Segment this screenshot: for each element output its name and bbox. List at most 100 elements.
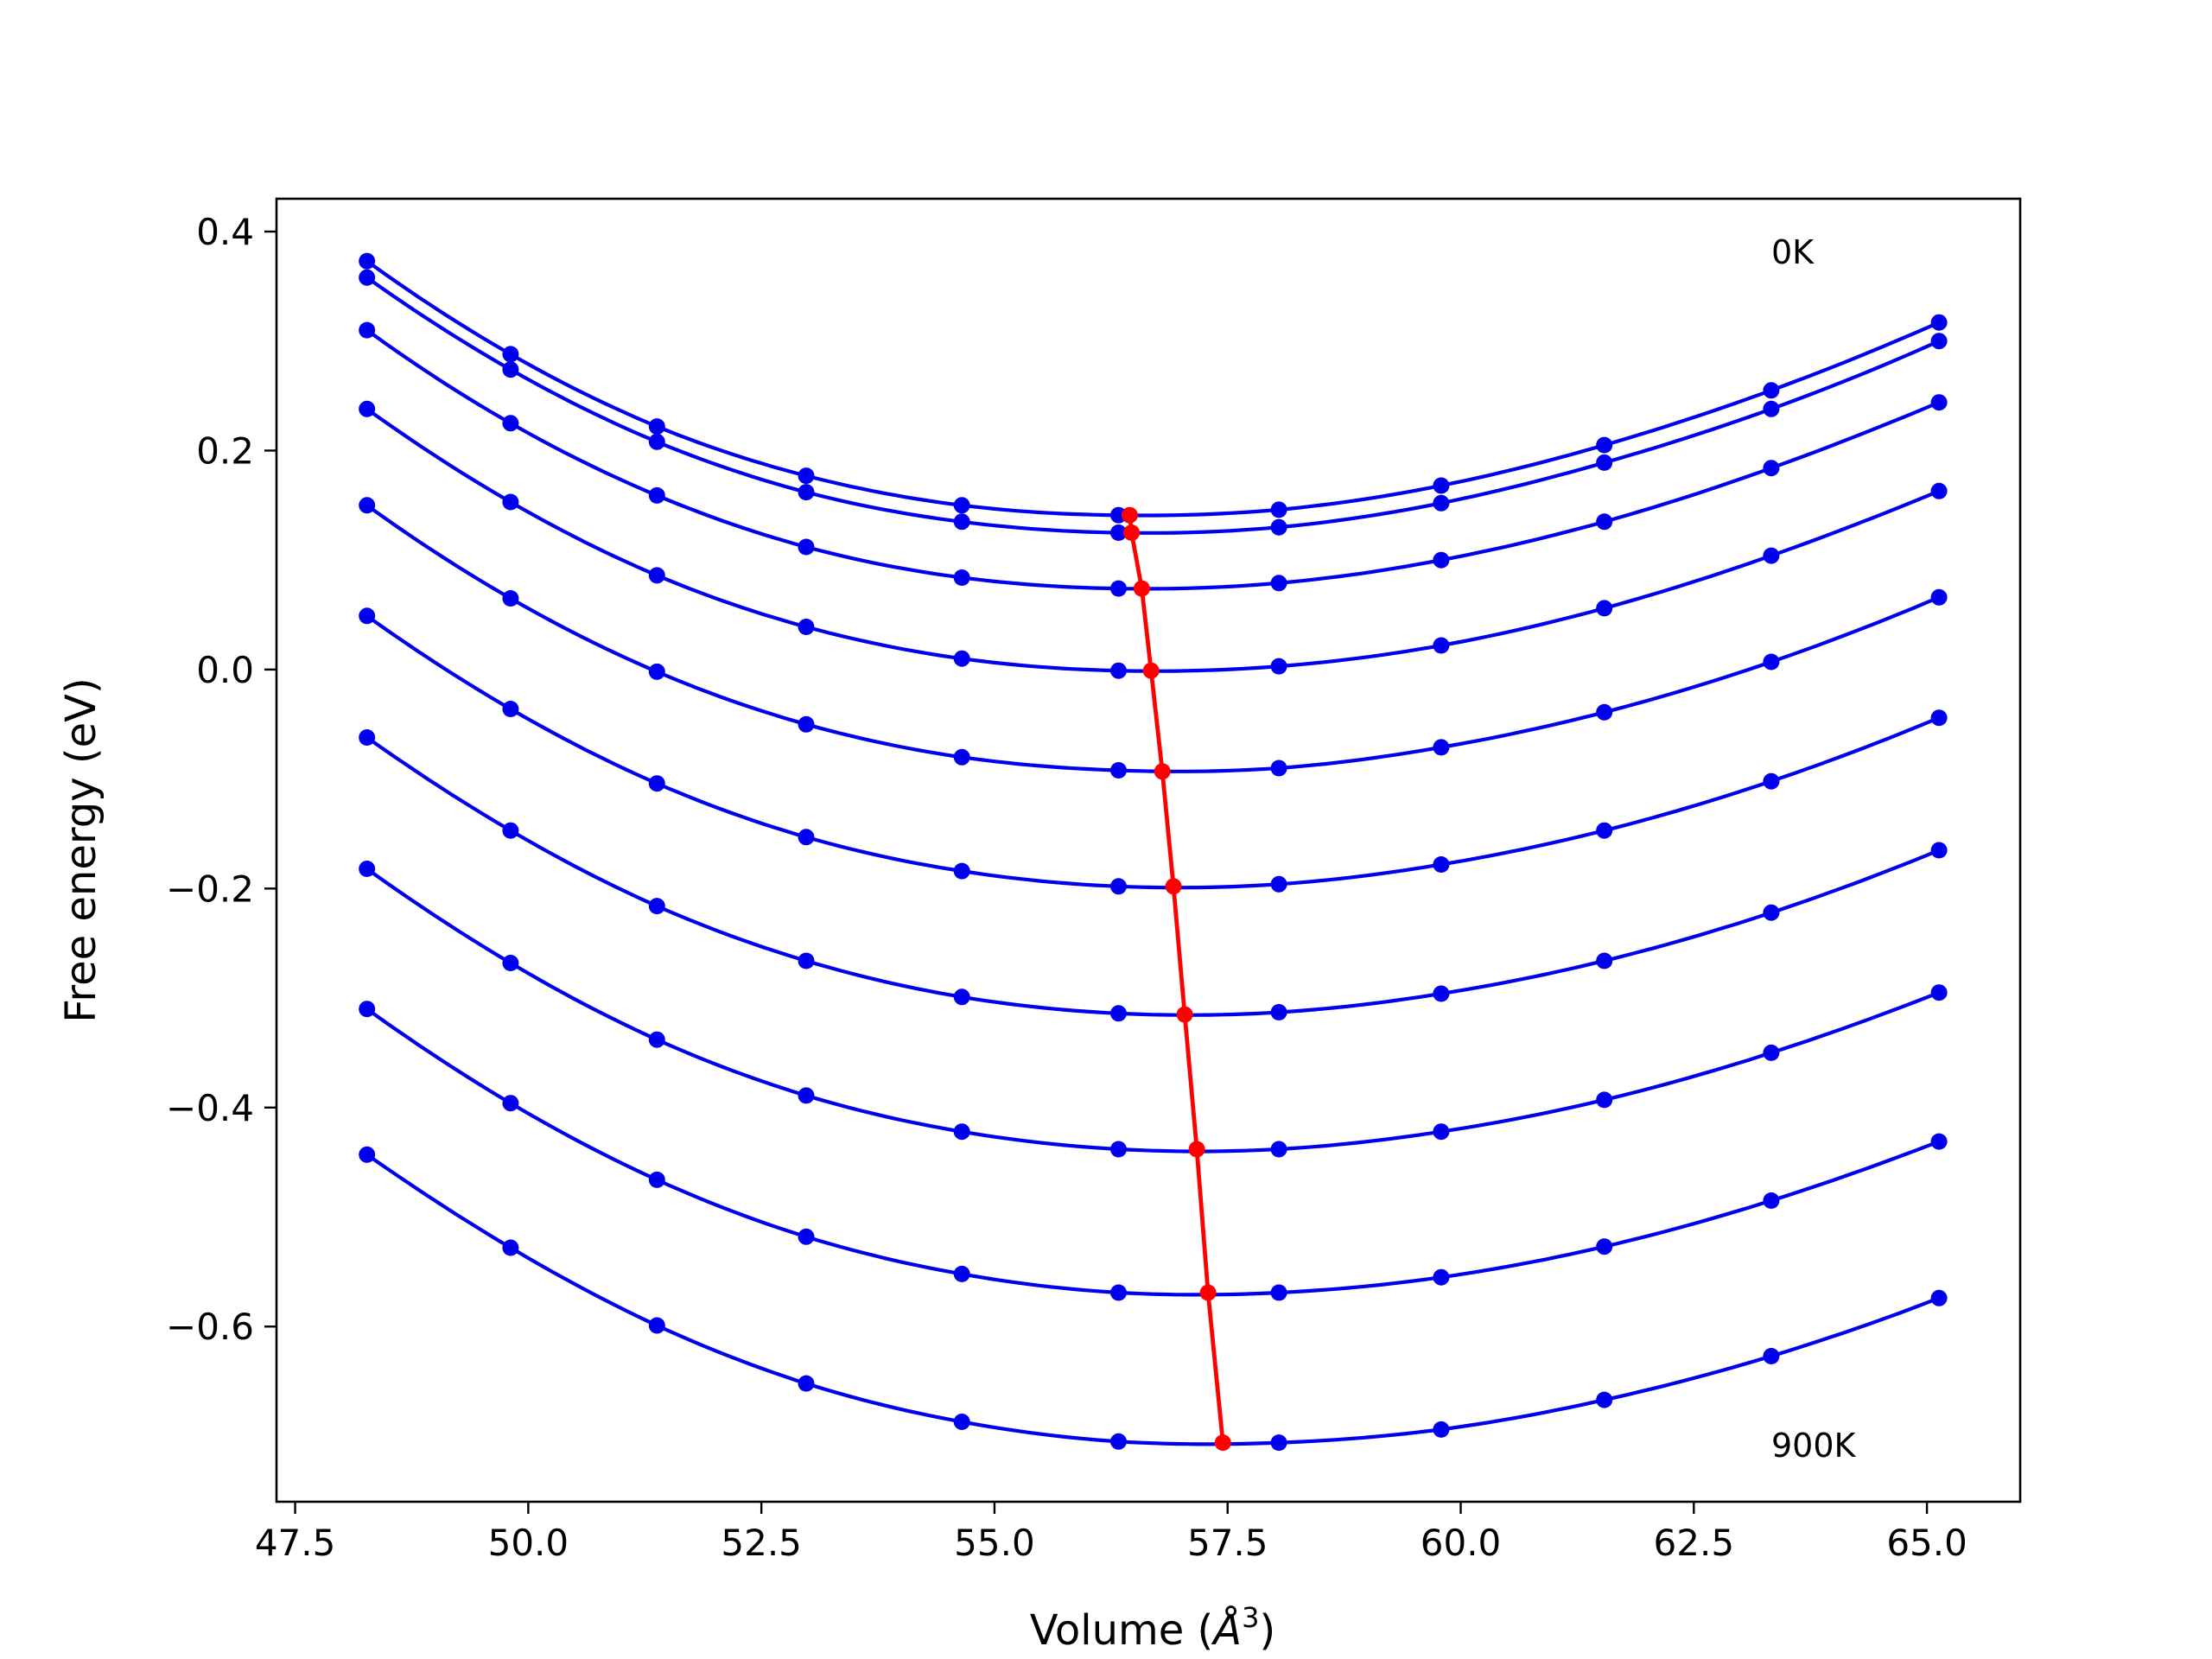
data-point — [1763, 772, 1780, 790]
data-point — [1596, 454, 1613, 471]
data-point — [1110, 662, 1127, 679]
x-axis-label-unit: Å — [1211, 1605, 1242, 1655]
series-6 — [359, 729, 1948, 1022]
y-tick-label: −0.6 — [166, 1306, 254, 1348]
data-point — [1763, 1192, 1780, 1209]
data-point — [648, 433, 665, 450]
data-point — [953, 748, 970, 766]
data-point — [359, 861, 376, 877]
data-point — [1270, 575, 1287, 592]
series-8 — [359, 1001, 1948, 1301]
data-point — [648, 567, 665, 584]
data-point — [1596, 1091, 1613, 1109]
data-point — [953, 988, 970, 1006]
data-point — [953, 569, 970, 586]
data-point — [1596, 600, 1613, 617]
data-point — [502, 361, 519, 378]
data-point — [798, 538, 815, 556]
data-point — [502, 493, 519, 511]
data-point — [953, 497, 970, 514]
y-tick-label: 0.2 — [196, 429, 254, 472]
minimum-point — [1176, 1006, 1193, 1023]
data-point — [1763, 653, 1780, 671]
data-point — [1763, 547, 1780, 564]
x-tick-label: 57.5 — [1187, 1522, 1268, 1564]
y-tick-label: 0.0 — [196, 649, 254, 691]
data-point — [1596, 822, 1613, 839]
data-point — [1930, 709, 1948, 727]
data-point — [1930, 588, 1948, 606]
minimum-point — [1133, 580, 1150, 597]
y-tick-label: 0.4 — [196, 211, 254, 253]
data-point — [953, 513, 970, 531]
data-point — [1110, 762, 1127, 779]
y-axis-label: Free energy (eV) — [57, 677, 105, 1022]
x-tick-label: 52.5 — [721, 1522, 802, 1564]
data-point — [798, 1228, 815, 1245]
minimum-point — [1214, 1434, 1231, 1452]
data-point — [502, 1239, 519, 1256]
data-point — [1930, 482, 1948, 499]
data-point — [1270, 1004, 1287, 1020]
data-point — [953, 862, 970, 880]
data-point — [502, 1095, 519, 1112]
data-point — [648, 898, 665, 915]
data-point — [648, 1171, 665, 1188]
minimum-point — [1154, 763, 1171, 780]
data-point — [1433, 1123, 1450, 1141]
data-point — [798, 484, 815, 501]
x-axis-label: Volume (Å3) — [1030, 1601, 1275, 1655]
data-point — [359, 269, 376, 286]
data-point — [1930, 394, 1948, 411]
data-point — [1110, 1284, 1127, 1301]
x-tick-label: 62.5 — [1654, 1522, 1735, 1564]
data-point — [1763, 382, 1780, 399]
data-point — [359, 497, 376, 514]
data-point — [1110, 1433, 1127, 1450]
data-point — [953, 1265, 970, 1282]
data-point — [1433, 985, 1450, 1002]
data-point — [1433, 494, 1450, 512]
data-point — [1596, 1238, 1613, 1255]
annotation-0k: 0K — [1771, 233, 1815, 271]
series-4 — [359, 497, 1948, 779]
data-point — [798, 467, 815, 485]
series-9 — [359, 1146, 1948, 1452]
data-point — [1270, 875, 1287, 893]
data-point — [1433, 739, 1450, 756]
data-point — [798, 829, 815, 846]
x-tick-label: 50.0 — [488, 1522, 569, 1564]
data-point — [1930, 314, 1948, 331]
data-point — [359, 1001, 376, 1018]
series-2 — [359, 321, 1948, 597]
data-point — [1930, 842, 1948, 859]
minimum-point — [1188, 1141, 1205, 1158]
x-tick-label: 55.0 — [954, 1522, 1035, 1564]
x-axis-label-text: Volume ( — [1030, 1606, 1214, 1655]
data-point — [1596, 1391, 1613, 1408]
minimum-line — [1128, 514, 1225, 1443]
data-point — [1763, 400, 1780, 417]
data-point — [359, 729, 376, 746]
data-point — [1930, 1133, 1948, 1150]
data-point — [502, 415, 519, 432]
data-point — [502, 590, 519, 607]
y-tick-label: −0.2 — [166, 868, 254, 910]
data-point — [359, 607, 376, 625]
data-point — [648, 418, 665, 435]
minimum-point — [1121, 506, 1138, 524]
data-point — [1110, 1141, 1127, 1158]
minimum-point — [1123, 524, 1141, 541]
data-point — [502, 346, 519, 363]
data-point — [1110, 524, 1127, 541]
data-point — [648, 1317, 665, 1334]
data-point — [359, 321, 376, 339]
data-point — [1433, 856, 1450, 873]
data-point — [359, 400, 376, 417]
minimum-volume-trace — [1121, 506, 1231, 1452]
x-tick-label: 47.5 — [255, 1522, 336, 1564]
series-5 — [359, 607, 1948, 895]
data-point — [1596, 703, 1613, 721]
data-point — [798, 1087, 815, 1104]
